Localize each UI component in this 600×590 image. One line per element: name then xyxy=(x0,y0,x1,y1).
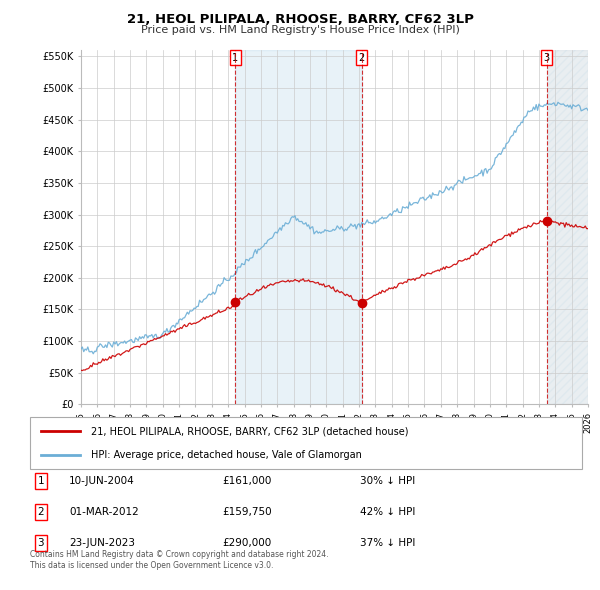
Text: This data is licensed under the Open Government Licence v3.0.: This data is licensed under the Open Gov… xyxy=(30,560,274,569)
Text: 3: 3 xyxy=(544,53,550,63)
Text: Contains HM Land Registry data © Crown copyright and database right 2024.: Contains HM Land Registry data © Crown c… xyxy=(30,550,329,559)
Text: 21, HEOL PILIPALA, RHOOSE, BARRY, CF62 3LP (detached house): 21, HEOL PILIPALA, RHOOSE, BARRY, CF62 3… xyxy=(91,426,408,436)
Text: 21, HEOL PILIPALA, RHOOSE, BARRY, CF62 3LP: 21, HEOL PILIPALA, RHOOSE, BARRY, CF62 3… xyxy=(127,13,473,26)
Text: 23-JUN-2023: 23-JUN-2023 xyxy=(69,539,135,548)
Text: 3: 3 xyxy=(37,539,44,548)
Text: 1: 1 xyxy=(37,476,44,486)
Text: 2: 2 xyxy=(359,53,365,63)
Bar xyxy=(547,50,588,404)
Text: 37% ↓ HPI: 37% ↓ HPI xyxy=(360,539,415,548)
Text: £159,750: £159,750 xyxy=(222,507,272,517)
Text: 01-MAR-2012: 01-MAR-2012 xyxy=(69,507,139,517)
Text: £161,000: £161,000 xyxy=(222,476,271,486)
Text: 42% ↓ HPI: 42% ↓ HPI xyxy=(360,507,415,517)
Text: 1: 1 xyxy=(232,53,238,63)
Text: 30% ↓ HPI: 30% ↓ HPI xyxy=(360,476,415,486)
Text: Price paid vs. HM Land Registry's House Price Index (HPI): Price paid vs. HM Land Registry's House … xyxy=(140,25,460,35)
Bar xyxy=(547,50,588,404)
Bar xyxy=(235,50,362,404)
Text: £290,000: £290,000 xyxy=(222,539,271,548)
Text: HPI: Average price, detached house, Vale of Glamorgan: HPI: Average price, detached house, Vale… xyxy=(91,450,362,460)
FancyBboxPatch shape xyxy=(30,417,582,469)
Text: 10-JUN-2004: 10-JUN-2004 xyxy=(69,476,135,486)
Text: 2: 2 xyxy=(37,507,44,517)
